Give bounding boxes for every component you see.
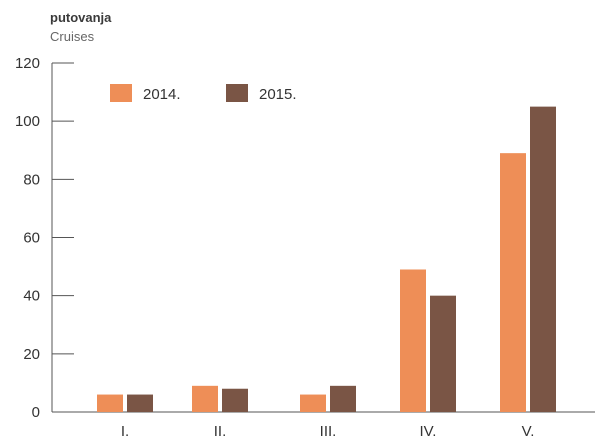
bar bbox=[192, 385, 218, 412]
y-tick-label: 100 bbox=[15, 113, 40, 130]
legend-swatch bbox=[110, 84, 132, 102]
legend-label: 2015. bbox=[259, 86, 297, 103]
y-tick-label: 60 bbox=[23, 230, 40, 247]
bar bbox=[97, 394, 123, 412]
legend-swatch bbox=[226, 84, 248, 102]
x-tick-label: III. bbox=[320, 423, 337, 439]
bar bbox=[300, 394, 326, 412]
y-tick-label: 0 bbox=[32, 404, 40, 421]
y-axis-label: putovanja bbox=[50, 10, 112, 25]
y-tick-label: 20 bbox=[23, 346, 40, 363]
y-tick-label: 120 bbox=[15, 55, 40, 72]
bar bbox=[400, 269, 426, 412]
y-tick-label: 40 bbox=[23, 288, 40, 305]
bar bbox=[500, 153, 526, 413]
bar bbox=[222, 388, 248, 412]
x-tick-label: V. bbox=[522, 423, 535, 439]
y-axis-sublabel: Cruises bbox=[50, 29, 95, 44]
bar bbox=[430, 295, 456, 412]
x-tick-label: IV. bbox=[420, 423, 437, 439]
x-tick-label: I. bbox=[121, 423, 129, 439]
x-tick-label: II. bbox=[214, 423, 227, 439]
y-tick-label: 80 bbox=[23, 171, 40, 188]
bar bbox=[530, 106, 556, 412]
bar bbox=[127, 394, 153, 412]
bar bbox=[330, 385, 356, 412]
legend-label: 2014. bbox=[143, 86, 181, 103]
